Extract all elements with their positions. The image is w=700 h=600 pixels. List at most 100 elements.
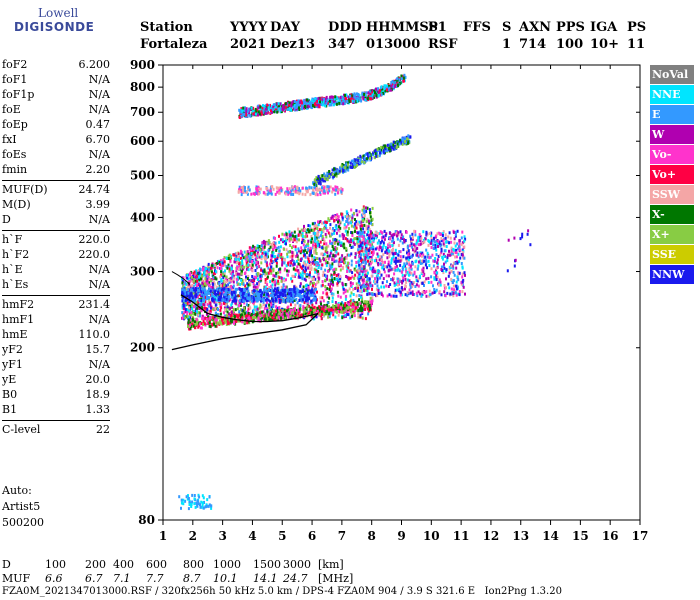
y-tick-label: 500 bbox=[130, 168, 155, 182]
echo-point bbox=[450, 249, 453, 253]
echo-point bbox=[200, 303, 203, 307]
echo-point bbox=[406, 270, 409, 274]
echo-point bbox=[400, 270, 403, 274]
echo-point bbox=[347, 277, 350, 281]
echo-point bbox=[256, 316, 259, 320]
echo-point bbox=[215, 324, 218, 328]
echo-point bbox=[285, 278, 287, 282]
echo-point bbox=[350, 263, 353, 267]
echo-point bbox=[456, 275, 459, 279]
echo-point bbox=[363, 249, 366, 253]
echo-point bbox=[275, 264, 278, 268]
echo-point bbox=[442, 242, 445, 246]
parameter-value: N/A bbox=[88, 278, 110, 291]
echo-point bbox=[274, 245, 277, 249]
echo-point bbox=[223, 260, 226, 264]
echo-point bbox=[345, 247, 348, 251]
parameter-value: N/A bbox=[88, 358, 110, 371]
echo-point bbox=[240, 289, 243, 293]
parameter-value: 110.0 bbox=[78, 328, 111, 341]
echo-point bbox=[369, 260, 372, 263]
echo-point bbox=[186, 308, 189, 312]
echo-point bbox=[363, 230, 366, 234]
echo-point bbox=[409, 237, 412, 241]
echo-point bbox=[190, 311, 193, 314]
echo-point bbox=[424, 291, 426, 295]
echo-point bbox=[410, 281, 413, 285]
echo-point bbox=[343, 234, 346, 238]
echo-point bbox=[400, 233, 403, 237]
echo-point bbox=[435, 273, 438, 277]
echo-point bbox=[325, 274, 327, 278]
echo-point bbox=[389, 237, 392, 241]
echo-point bbox=[390, 294, 393, 298]
echo-point bbox=[345, 248, 348, 252]
echo-point bbox=[264, 273, 267, 277]
header-column-label: S bbox=[502, 20, 512, 35]
echo-point bbox=[287, 261, 290, 265]
echo-point bbox=[320, 231, 323, 235]
echo-point bbox=[221, 264, 224, 267]
echo-point bbox=[403, 262, 406, 266]
echo-point bbox=[367, 292, 370, 296]
echo-point bbox=[220, 306, 223, 310]
echo-point bbox=[333, 231, 335, 235]
echo-point bbox=[449, 266, 452, 269]
echo-point bbox=[191, 283, 194, 287]
echo-point bbox=[348, 287, 351, 291]
parameter-value: N/A bbox=[88, 88, 110, 101]
echo-point bbox=[368, 277, 371, 281]
echo-point bbox=[234, 258, 237, 261]
echo-point bbox=[265, 272, 268, 275]
echo-point bbox=[272, 260, 275, 264]
echo-point bbox=[277, 286, 280, 290]
echo-point bbox=[365, 247, 368, 251]
echo-point bbox=[284, 294, 287, 298]
echo-point bbox=[275, 248, 278, 252]
echo-point bbox=[458, 290, 461, 293]
echo-point bbox=[343, 226, 346, 230]
echo-point bbox=[364, 269, 367, 273]
echo-point bbox=[328, 254, 331, 258]
echo-point bbox=[187, 280, 190, 284]
echo-point bbox=[367, 252, 370, 256]
echo-point bbox=[282, 297, 285, 301]
echo-point bbox=[380, 273, 383, 277]
echo-point bbox=[288, 292, 290, 296]
x-tick-label: 9 bbox=[397, 529, 405, 543]
parameter-label: fxI bbox=[2, 133, 17, 146]
echo-point bbox=[389, 232, 392, 235]
echo-point bbox=[303, 224, 305, 228]
echo-point bbox=[324, 232, 327, 236]
x-tick-label: 7 bbox=[338, 529, 346, 543]
echo-point bbox=[290, 308, 293, 312]
echo-point bbox=[369, 262, 372, 266]
echo-point bbox=[318, 312, 321, 316]
echo-point bbox=[344, 256, 347, 260]
echo-point bbox=[424, 263, 427, 267]
echo-point bbox=[274, 236, 276, 240]
header-column-label: IGA bbox=[590, 20, 618, 35]
echo-point bbox=[452, 261, 455, 265]
echo-point bbox=[452, 266, 455, 270]
echo-point bbox=[192, 299, 194, 303]
echo-point bbox=[341, 257, 344, 261]
echo-point bbox=[275, 316, 278, 320]
echo-point bbox=[199, 284, 201, 288]
echo-point bbox=[273, 312, 276, 316]
echo-point bbox=[263, 288, 266, 292]
echo-point bbox=[411, 253, 414, 257]
echo-point bbox=[220, 273, 222, 277]
echo-point bbox=[201, 281, 204, 285]
echo-point bbox=[394, 283, 397, 286]
echo-point bbox=[326, 295, 329, 299]
echo-point bbox=[291, 288, 294, 292]
echo-point bbox=[218, 282, 221, 286]
echo-point bbox=[367, 230, 370, 234]
header-column-label: YYYY bbox=[230, 20, 268, 35]
parameter-value: N/A bbox=[88, 103, 110, 116]
echo-point bbox=[331, 262, 334, 266]
echo-point bbox=[250, 299, 253, 303]
echo-point bbox=[194, 326, 196, 330]
echo-point bbox=[187, 294, 190, 298]
